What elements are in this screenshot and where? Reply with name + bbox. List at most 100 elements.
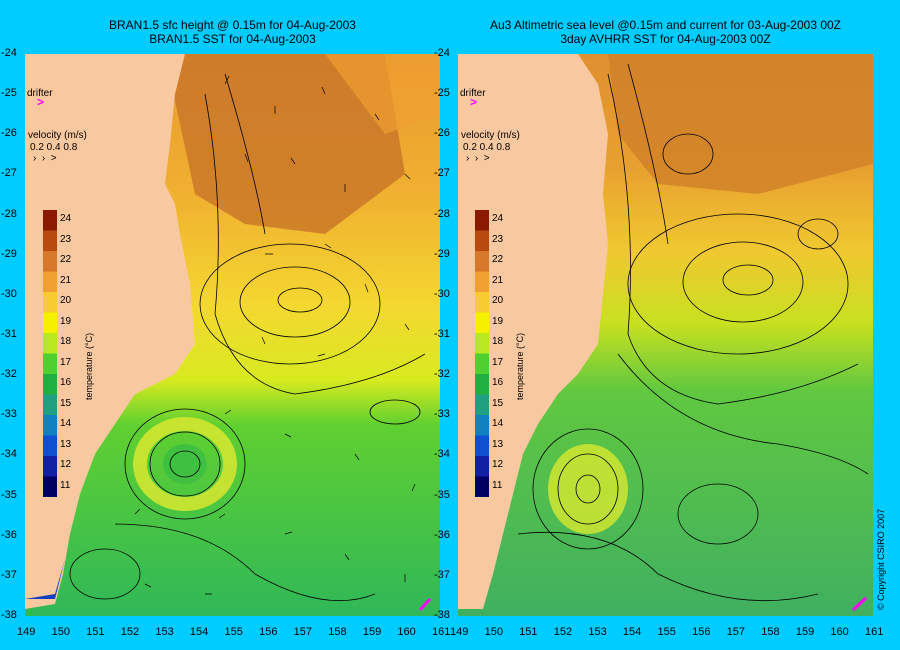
- right-contours: [517, 63, 869, 602]
- colorbar-swatch: [43, 394, 57, 416]
- colorbar-swatch: [475, 271, 489, 293]
- latitude-tick-label: -34: [1, 448, 17, 461]
- colorbar-swatch: [43, 456, 57, 477]
- latitude-tick-label: -30: [1, 287, 17, 300]
- right-map: [458, 54, 873, 616]
- latitude-tick-label: -24: [434, 47, 450, 59]
- longitude-tick-label: 150: [484, 626, 503, 638]
- colorbar-tick-label: 15: [492, 397, 504, 409]
- right-drifter-marker: >: [470, 95, 478, 109]
- colorbar-tick-label: 11: [60, 479, 71, 491]
- left-drifter-label: drifter: [27, 88, 53, 99]
- right-land: [458, 54, 608, 609]
- left-drifter-marker: >: [37, 95, 45, 109]
- colorbar-tick-label: 23: [60, 233, 72, 245]
- longitude-tick-label: 155: [657, 626, 676, 638]
- latitude-tick-label: -31: [434, 328, 450, 340]
- latitude-tick-label: -33: [1, 408, 17, 421]
- longitude-tick-label: 155: [224, 626, 243, 638]
- longitude-tick-label: 157: [726, 626, 746, 638]
- colorbar-tick-label: 20: [60, 295, 72, 307]
- copyright-text: © Copyright CSIRO 2007: [876, 508, 886, 610]
- colorbar-tick-label: 22: [60, 254, 72, 266]
- longitude-tick-label: 156: [692, 626, 711, 638]
- colorbar-swatch: [43, 374, 57, 395]
- latitude-tick-label: -37: [1, 568, 17, 581]
- colorbar-swatch: [475, 312, 489, 334]
- left-eddy-ring: [133, 417, 237, 511]
- longitude-tick-label: 149: [450, 626, 469, 638]
- colorbar-swatch: [475, 415, 489, 436]
- colorbar-tick-label: 18: [492, 336, 504, 348]
- colorbar-tick-label: 14: [60, 418, 72, 430]
- left-title-line2: BRAN1.5 SST for 04-Aug-2003: [149, 32, 316, 46]
- longitude-tick-label: 151: [519, 626, 538, 638]
- right-velocity-arrow-icons: › › >: [466, 153, 490, 164]
- latitude-tick-label: -29: [434, 247, 450, 260]
- longitude-tick-label: 158: [761, 626, 780, 638]
- colorbar-swatch: [43, 271, 57, 293]
- colorbar-swatch: [43, 476, 57, 497]
- colorbar-tick-label: 24: [492, 213, 504, 225]
- right-drifter-track: [851, 596, 868, 612]
- colorbar-tick-label: 13: [60, 438, 72, 450]
- left-colorbar-label: temperature (°C): [84, 332, 94, 400]
- colorbar-tick-label: 18: [60, 336, 72, 348]
- right-drifter-label: drifter: [460, 88, 486, 99]
- longitude-tick-label: 154: [189, 626, 209, 638]
- colorbar-tick-label: 24: [60, 213, 72, 225]
- colorbar-swatch: [43, 435, 57, 457]
- colorbar-tick-label: 16: [60, 377, 72, 389]
- colorbar-swatch: [475, 230, 489, 252]
- right-velocity-scale: 0.2 0.4 0.8: [463, 142, 511, 153]
- longitude-tick-label: 152: [120, 626, 140, 638]
- latitude-tick-label: -37: [434, 568, 450, 581]
- left-colorbar: [43, 210, 57, 497]
- latitude-tick-label: -30: [434, 287, 450, 300]
- colorbar-tick-label: 14: [492, 418, 504, 430]
- latitude-tick-label: -32: [434, 368, 450, 381]
- right-velocity-label: velocity (m/s): [461, 130, 520, 141]
- colorbar-swatch: [43, 251, 57, 272]
- colorbar-swatch: [43, 230, 57, 252]
- colorbar-tick-label: 23: [492, 233, 504, 245]
- right-title-line1: Au3 Altimetric sea level @0.15m and curr…: [489, 18, 842, 32]
- left-drifter-track: [418, 597, 432, 612]
- longitude-tick-label: 161: [865, 626, 884, 638]
- latitude-tick-label: -33: [434, 408, 450, 421]
- left-title-line1: BRAN1.5 sfc height @ 0.15m for 04-Aug-20…: [109, 18, 356, 32]
- left-title: BRAN1.5 sfc height @ 0.15m for 04-Aug-20…: [25, 18, 440, 46]
- colorbar-tick-label: 20: [492, 295, 504, 307]
- colorbar-tick-label: 11: [492, 479, 503, 491]
- latitude-tick-label: -38: [1, 609, 17, 621]
- latitude-tick-label: -24: [1, 47, 17, 59]
- longitude-tick-label: 159: [795, 626, 815, 638]
- right-warm-core: [608, 54, 873, 194]
- longitude-tick-label: 149: [17, 626, 36, 638]
- colorbar-tick-label: 22: [492, 254, 504, 266]
- colorbar-swatch: [475, 456, 489, 477]
- colorbar-tick-label: 12: [60, 459, 72, 471]
- latitude-tick-label: -25: [434, 87, 450, 100]
- left-land: [25, 54, 195, 609]
- longitude-tick-label: 153: [155, 626, 174, 638]
- latitude-tick-label: -26: [434, 127, 450, 140]
- latitude-tick-label: -36: [434, 528, 450, 541]
- colorbar-swatch: [43, 210, 57, 231]
- colorbar-swatch: [475, 210, 489, 231]
- colorbar-swatch: [475, 292, 489, 313]
- right-title: Au3 Altimetric sea level @0.15m and curr…: [458, 18, 873, 46]
- left-map: [25, 54, 440, 616]
- colorbar-swatch: [43, 312, 57, 334]
- latitude-tick-label: -38: [434, 609, 450, 621]
- colorbar-swatch: [475, 435, 489, 457]
- colorbar-tick-label: 13: [492, 438, 504, 450]
- colorbar-swatch: [475, 394, 489, 416]
- colorbar-tick-label: 15: [60, 397, 72, 409]
- right-colorbar: [475, 210, 489, 497]
- colorbar-tick-label: 21: [60, 274, 72, 286]
- latitude-tick-label: -28: [1, 207, 17, 220]
- colorbar-swatch: [475, 333, 489, 354]
- longitude-tick-label: 158: [328, 626, 347, 638]
- longitude-tick-label: 157: [293, 626, 313, 638]
